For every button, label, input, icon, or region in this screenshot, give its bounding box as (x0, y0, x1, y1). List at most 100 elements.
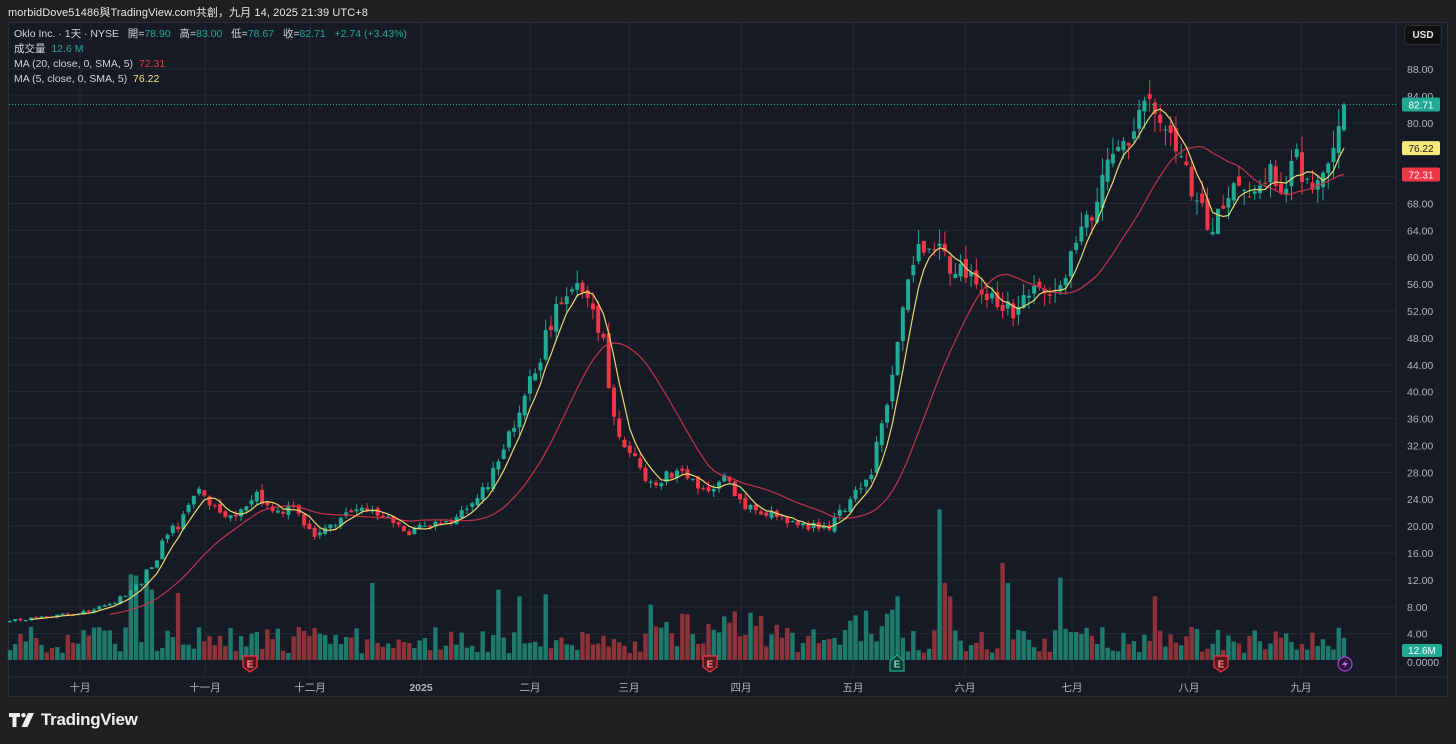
volume-bar (1126, 644, 1131, 660)
candle (648, 481, 653, 483)
volume-bar (1100, 627, 1105, 660)
chart-frame[interactable] (8, 22, 1448, 697)
candle (769, 511, 774, 518)
candle (233, 514, 238, 517)
candle (1000, 305, 1005, 311)
candle (601, 334, 606, 338)
volume-bar (732, 611, 737, 660)
volume-bar (422, 638, 428, 660)
candle (543, 330, 548, 360)
volume-bar (1026, 639, 1032, 660)
volume-bar (65, 635, 70, 660)
volume-bar (1000, 562, 1005, 660)
legend-symbol[interactable]: Oklo Inc. · 1天 · NYSE (14, 28, 120, 40)
time-tick-label: 十月 (70, 681, 91, 694)
volume-bar (695, 643, 701, 660)
price-tick-label: 56.00 (1407, 279, 1433, 291)
volume-bar (947, 596, 953, 660)
svg-text:E: E (247, 660, 254, 671)
candle (974, 270, 979, 285)
candle (506, 431, 511, 448)
volume-bar (1305, 649, 1310, 660)
volume-bar (102, 630, 107, 660)
candle (359, 507, 364, 511)
candle (417, 524, 422, 529)
volume-bar (1221, 650, 1226, 660)
volume-bar (81, 630, 86, 660)
candle (307, 523, 312, 530)
svg-text:72.31: 72.31 (1408, 170, 1433, 181)
candle (1294, 148, 1299, 158)
brand-name: TradingView (41, 710, 138, 729)
earnings-icon[interactable]: E (702, 655, 718, 673)
volume-bar (1063, 628, 1068, 660)
volume-bar (685, 614, 690, 660)
volume-bar (343, 637, 349, 660)
earnings-icon[interactable]: E (1213, 655, 1229, 673)
legend-ma5-row[interactable]: MA (5, close, 0, SMA, 5) 76.22 (14, 73, 160, 85)
volume-bar (1231, 641, 1236, 660)
candle (522, 395, 527, 416)
candle (438, 522, 443, 524)
volume-bar (879, 626, 885, 660)
volume-bar (480, 631, 485, 660)
candle (585, 290, 590, 298)
price-tick-label: 68.00 (1407, 198, 1433, 210)
time-axis[interactable]: 十月 十一月 十二月 2025 二月 三月 四月 五月 六月 七月 八月 九月 (70, 681, 1312, 694)
candle (1299, 152, 1304, 182)
earnings-icon[interactable]: E (242, 655, 258, 673)
candle (738, 493, 743, 500)
tradingview-logo-icon (9, 713, 34, 727)
time-tick-label: 二月 (520, 682, 541, 694)
volume-bar (643, 633, 648, 660)
candles (8, 79, 1346, 623)
candle (1011, 303, 1016, 319)
volume-bar (55, 647, 60, 660)
candle (580, 282, 585, 293)
volume-bar (848, 620, 853, 660)
candle (706, 487, 711, 492)
volume-bar (349, 637, 354, 660)
candle (207, 496, 212, 506)
earnings-icon[interactable]: E (889, 654, 905, 672)
lightning-event-icon[interactable] (1337, 656, 1353, 672)
volume-bar (1079, 633, 1084, 660)
candle (732, 481, 737, 497)
candle (254, 491, 259, 502)
currency-button[interactable]: USD (1404, 25, 1442, 45)
volume-bar (118, 651, 123, 660)
candle (97, 606, 102, 610)
volume-bar (554, 640, 559, 660)
candle (559, 302, 564, 305)
candle (380, 515, 385, 517)
candle (564, 296, 569, 305)
volume-bar (1157, 630, 1163, 660)
candle (1158, 114, 1163, 123)
legend-volume-row[interactable]: 成交量 12.6 M (14, 43, 84, 55)
volume-bar (989, 652, 995, 660)
candle (1326, 163, 1331, 174)
candle (134, 584, 139, 591)
volume-bar (70, 642, 76, 660)
candle (1305, 178, 1310, 180)
svg-text:E: E (707, 660, 714, 671)
volume-bar (774, 624, 779, 660)
volume-bar (832, 637, 837, 660)
volume-bar (937, 509, 942, 660)
tradingview-logo[interactable]: TradingView (9, 710, 138, 730)
volume-bar (511, 632, 517, 660)
volume-bar (1010, 639, 1016, 660)
candle (160, 540, 165, 560)
candle (984, 293, 989, 301)
volume-bar (1110, 650, 1116, 660)
volume-bar (1210, 643, 1215, 660)
price-tick-label: 0.0000 (1407, 657, 1439, 669)
candle (942, 243, 947, 252)
candle (349, 510, 354, 513)
volume-bar (953, 630, 958, 660)
legend-ma20-row[interactable]: MA (20, close, 0, SMA, 5) 72.31 (14, 58, 166, 70)
price-tick-label: 48.00 (1407, 333, 1433, 345)
candle (1310, 182, 1315, 190)
candle (753, 504, 758, 511)
